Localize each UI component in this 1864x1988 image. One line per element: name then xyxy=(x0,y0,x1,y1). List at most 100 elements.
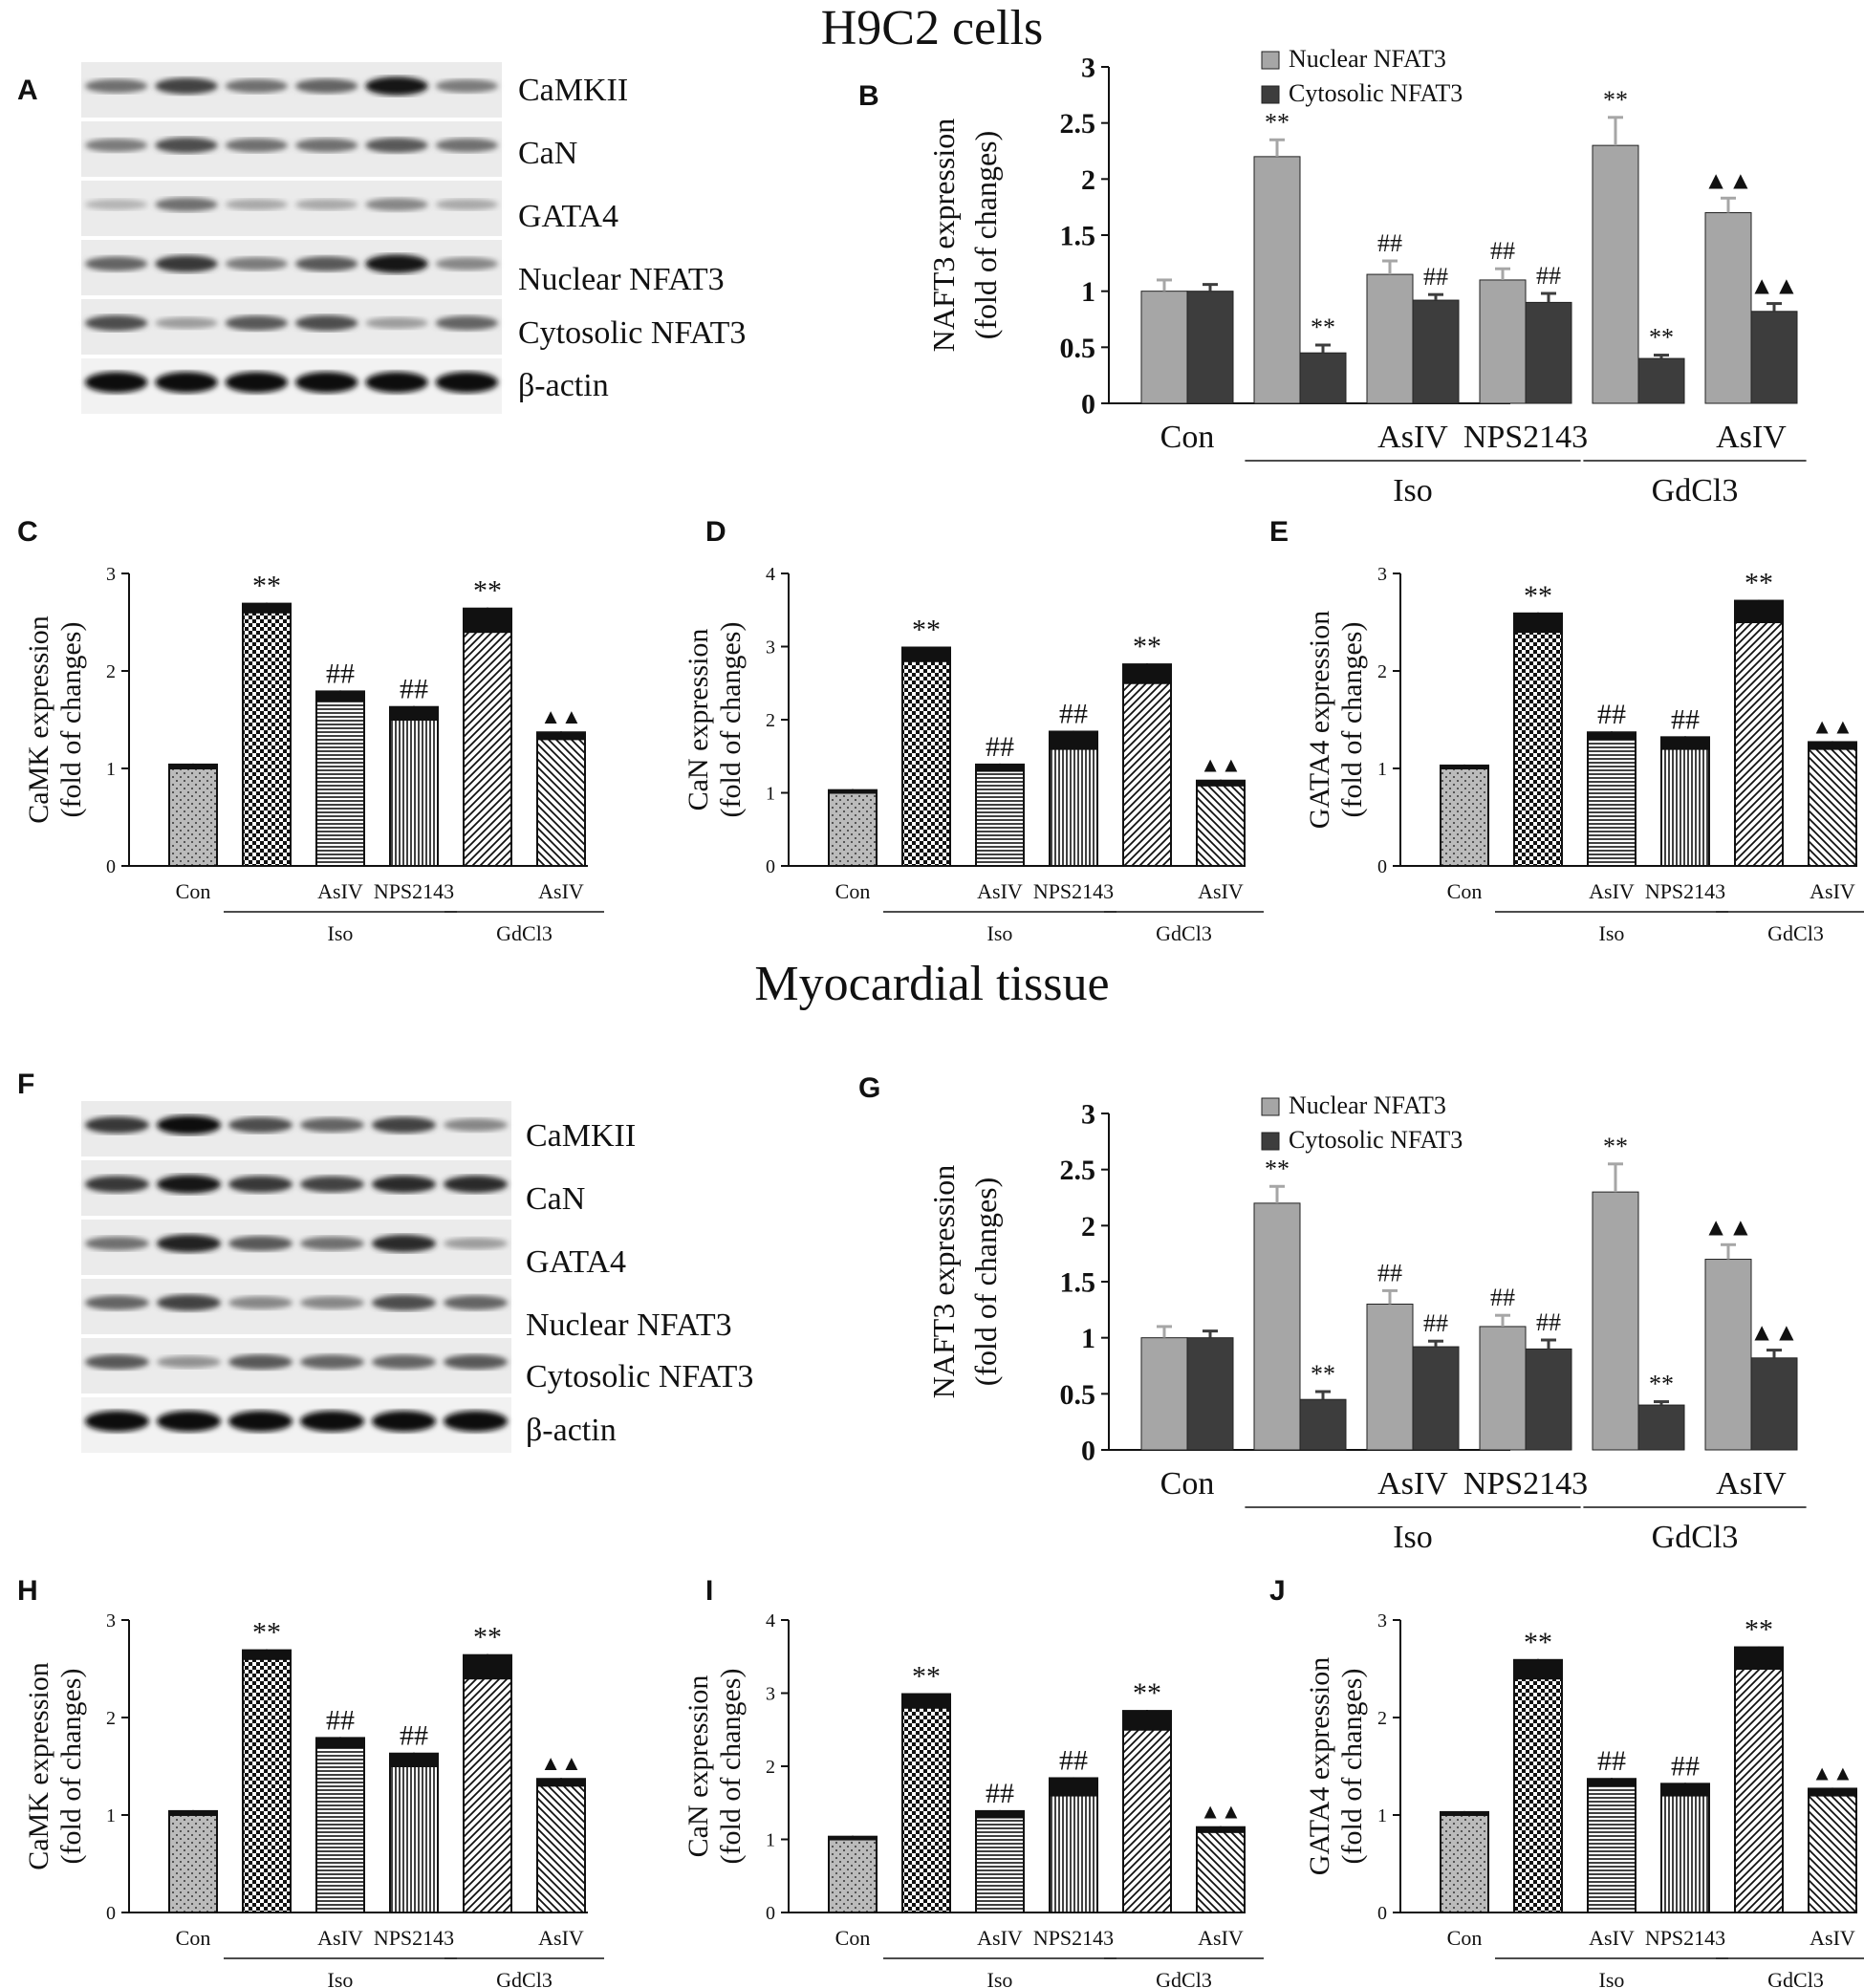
y-tick-label: 2 xyxy=(1377,1708,1387,1729)
error-cap xyxy=(901,1693,951,1708)
y-axis-label: (fold of changes) xyxy=(55,1669,87,1865)
blot-band xyxy=(300,1236,364,1251)
blot-band xyxy=(300,1296,364,1309)
blot-band xyxy=(155,255,218,272)
significance-mark: ## xyxy=(1536,1308,1561,1336)
significance-mark: ** xyxy=(1603,86,1628,114)
y-axis-label: GATA4 expression xyxy=(1304,611,1335,829)
legend-label: Cytosolic NFAT3 xyxy=(1289,79,1463,107)
error-cap xyxy=(1808,741,1857,749)
x-tick-label: AsIV xyxy=(977,1926,1023,1950)
bar xyxy=(1479,279,1527,404)
blot-a-label-gata4: GATA4 xyxy=(518,199,618,234)
significance-mark: ## xyxy=(1423,1309,1448,1337)
blot-a-label-beta-actin: β-actin xyxy=(518,368,609,403)
western-blot-f xyxy=(81,1101,511,1453)
group-label: GdCl3 xyxy=(1156,1968,1212,1988)
blot-band xyxy=(372,1175,436,1194)
significance-mark: ▲▲ xyxy=(1703,1213,1752,1241)
blot-f-label-can: CaN xyxy=(526,1181,586,1217)
blot-strip xyxy=(81,1279,511,1334)
significance-mark: ** xyxy=(473,1622,502,1653)
y-tick-label: 1 xyxy=(1081,1323,1095,1354)
x-tick-label: Con xyxy=(1160,420,1215,455)
blot-band xyxy=(157,1234,221,1253)
blot-strip xyxy=(81,121,502,177)
significance-mark: ## xyxy=(1490,1284,1515,1311)
blot-strip xyxy=(81,181,502,236)
bar xyxy=(1412,1346,1460,1451)
y-tick-label: 2 xyxy=(106,1708,116,1729)
blot-band xyxy=(157,1411,221,1432)
x-tick-label: AsIV xyxy=(317,1926,363,1950)
significance-mark: ## xyxy=(1059,698,1088,729)
x-tick-label: AsIV xyxy=(1589,879,1635,903)
x-tick-label: AsIV xyxy=(317,879,363,903)
blot-band xyxy=(372,1234,436,1253)
significance-mark: ## xyxy=(400,674,428,705)
bar xyxy=(1750,311,1798,404)
y-tick-label: 2 xyxy=(1081,1211,1095,1242)
bar xyxy=(1479,1326,1527,1451)
y-tick-label: 2 xyxy=(106,661,116,682)
blot-band xyxy=(295,372,358,393)
y-tick-label: 2.5 xyxy=(1060,108,1096,140)
legend-label: Nuclear NFAT3 xyxy=(1289,45,1446,73)
blot-a-label-cytosolic-nfat3: Cytosolic NFAT3 xyxy=(518,315,747,351)
error-cap xyxy=(242,1649,292,1659)
bar xyxy=(1637,1404,1685,1451)
bar xyxy=(1186,1337,1234,1451)
x-tick-label: Con xyxy=(1447,879,1483,903)
significance-mark: ▲▲ xyxy=(1703,166,1752,194)
blot-band xyxy=(228,1236,293,1251)
y-tick-label: 0 xyxy=(1081,389,1095,421)
significance-mark: ▲▲ xyxy=(1749,1319,1798,1347)
y-tick-label: 1 xyxy=(1081,276,1095,308)
blot-band xyxy=(295,78,358,94)
blot-band xyxy=(444,1295,508,1310)
blot-strip xyxy=(81,299,502,355)
significance-mark: ## xyxy=(1423,263,1448,291)
bar xyxy=(389,1765,439,1913)
chart-h-camk-myocardial: 0 1 2 3 CaMK expression (fold of changes) ** ##… xyxy=(23,1610,604,1988)
error-cap xyxy=(168,763,218,768)
error-cap xyxy=(536,1778,586,1786)
blot-band xyxy=(228,1411,293,1432)
error-cap xyxy=(315,690,365,701)
significance-mark: ## xyxy=(1671,1750,1700,1782)
x-tick-label: Con xyxy=(176,879,211,903)
blot-strip xyxy=(81,1160,511,1216)
significance-mark: ** xyxy=(1603,1133,1628,1160)
western-blot-a xyxy=(81,62,502,414)
blot-band xyxy=(225,138,288,153)
chart-c-camk-h9c2: 0 1 2 3 CaMK expression (fold of changes) ** ##… xyxy=(23,564,604,945)
blot-band xyxy=(295,138,358,153)
bar xyxy=(242,1657,292,1914)
significance-mark: ## xyxy=(1377,1259,1402,1286)
blot-band xyxy=(444,1118,508,1132)
blot-band xyxy=(225,315,288,331)
blot-band xyxy=(435,79,498,93)
chart-j-gata4-myocardial: 0 1 2 3 GATA4 expression (fold of changes) ** #… xyxy=(1304,1610,1864,1988)
blot-band xyxy=(155,197,218,212)
blot-strip xyxy=(81,1220,511,1275)
y-tick-label: 3 xyxy=(766,637,775,659)
y-tick-label: 3 xyxy=(1377,564,1387,585)
significance-mark: ** xyxy=(252,571,281,602)
bar xyxy=(828,1838,878,1913)
significance-mark: ** xyxy=(1524,1627,1552,1658)
bar xyxy=(975,769,1025,867)
error-cap xyxy=(1513,612,1563,633)
blot-strip xyxy=(81,1101,511,1156)
x-tick-label: NPS2143 xyxy=(1033,1926,1114,1950)
significance-mark: ** xyxy=(1649,324,1674,352)
y-axis-label: CaMK expression xyxy=(23,616,54,823)
bar xyxy=(1704,212,1752,404)
bar xyxy=(1440,767,1489,867)
y-tick-label: 2 xyxy=(766,1757,775,1778)
blot-band xyxy=(85,372,148,393)
x-tick-label: NPS2143 xyxy=(1645,879,1725,903)
y-tick-label: 0 xyxy=(106,1903,116,1924)
blot-band xyxy=(85,314,148,332)
error-cap xyxy=(389,1752,439,1766)
